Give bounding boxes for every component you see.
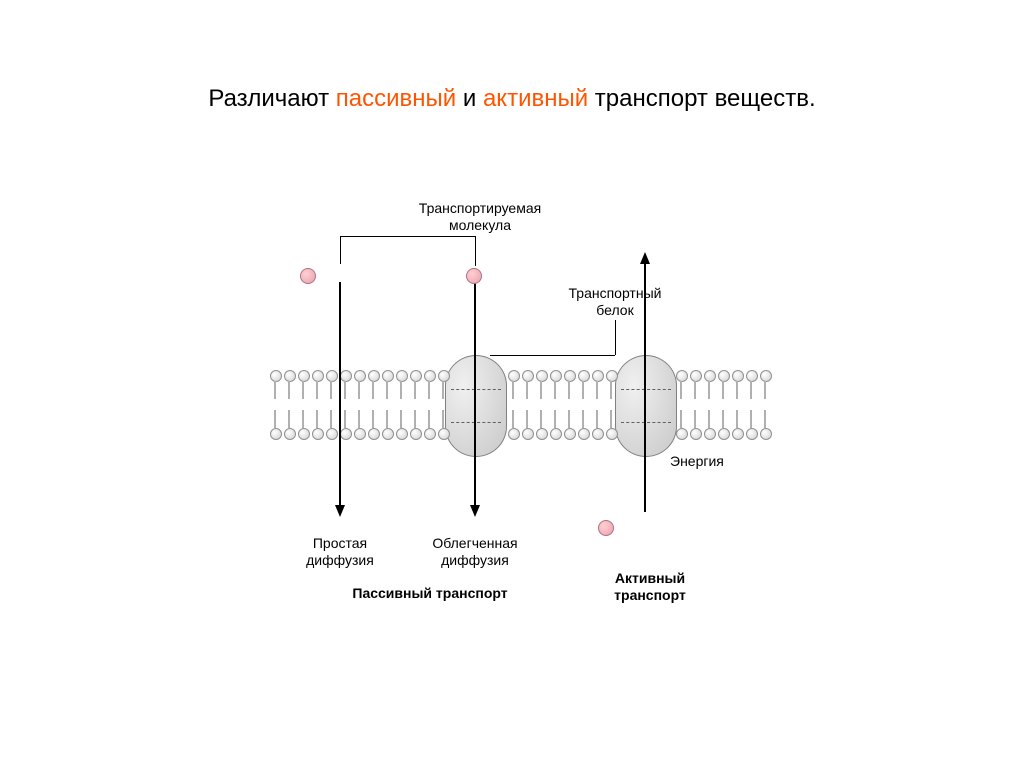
- molecule-icon: [466, 268, 482, 284]
- molecule-icon: [598, 520, 614, 536]
- arrow-head: [335, 505, 345, 517]
- leader-line: [615, 320, 616, 355]
- arrow-simple-diffusion: [339, 282, 341, 507]
- arrow-active-transport: [644, 262, 646, 512]
- page-title: Различают пассивный и активный транспорт…: [0, 85, 1024, 113]
- arrow-facilitated-diffusion: [474, 282, 476, 507]
- title-prefix: Различают: [208, 85, 335, 112]
- membrane-diagram: Транспортируемаямолекула Транспортныйбел…: [270, 200, 770, 640]
- title-suffix: транспорт веществ.: [588, 85, 816, 112]
- label-facilitated-diffusion: Облегченнаядиффузия: [425, 535, 525, 569]
- label-energy: Энергия: [670, 453, 740, 470]
- arrow-head: [640, 252, 650, 264]
- label-active-transport: Активныйтранспорт: [600, 570, 700, 604]
- label-passive-transport: Пассивный транспорт: [330, 585, 530, 602]
- label-transport-protein: Транспортныйбелок: [555, 285, 675, 319]
- leader-line: [340, 236, 475, 237]
- title-word2: активный: [483, 85, 588, 112]
- molecule-icon: [300, 268, 316, 284]
- title-mid: и: [456, 85, 483, 112]
- label-simple-diffusion: Простаядиффузия: [300, 535, 380, 569]
- leader-line: [475, 236, 476, 266]
- leader-line: [340, 236, 341, 264]
- arrow-head: [470, 505, 480, 517]
- label-transported-molecule: Транспортируемаямолекула: [405, 200, 555, 234]
- lipid-bilayer: [270, 370, 770, 440]
- title-word1: пассивный: [336, 85, 456, 112]
- leader-line: [490, 355, 615, 356]
